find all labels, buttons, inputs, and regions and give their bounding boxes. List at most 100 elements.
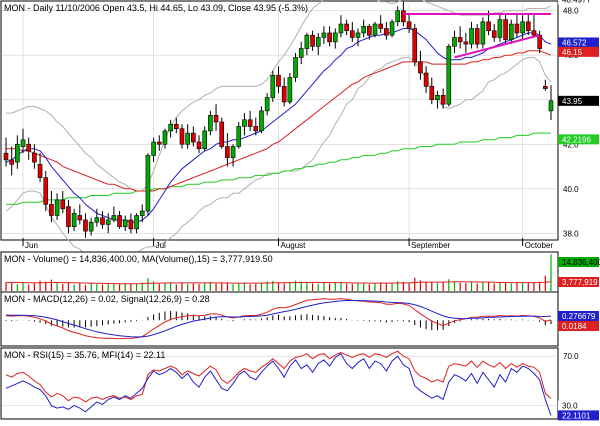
candle-body: [259, 110, 264, 132]
candle-body: [122, 219, 128, 227]
price-tick-label: 40.0: [563, 185, 579, 194]
candle-body: [185, 132, 190, 145]
candle-body: [457, 37, 463, 43]
candle-body: [83, 219, 88, 232]
candle-body: [236, 126, 242, 147]
candle-body: [287, 77, 293, 103]
candle-body: [497, 19, 503, 38]
price-tick-label: 42.0: [563, 140, 579, 149]
candle-body: [156, 141, 162, 145]
candle-body: [151, 141, 156, 156]
candle-body: [134, 215, 139, 230]
candle-body: [60, 199, 66, 210]
candle-body: [54, 199, 60, 216]
price-value-label: 46.15: [562, 48, 583, 57]
month-label: September: [411, 241, 450, 250]
candle-body: [43, 177, 49, 205]
candle-body: [395, 10, 401, 23]
candle-body: [304, 34, 310, 49]
price-value-label: 46.572: [562, 38, 587, 47]
macd-signal-line: [5, 300, 552, 338]
candle-body: [474, 28, 480, 45]
rsi-value-label-bg: [558, 400, 599, 411]
price-value-label-bg: [558, 0, 599, 5]
rsi-axis: 70.0: [2, 352, 579, 406]
price-panel-frame: [0, 0, 559, 241]
candle-body: [105, 219, 111, 225]
candle-body: [543, 86, 548, 89]
candle-body: [338, 23, 344, 34]
candle-body: [117, 215, 122, 227]
candle-body: [531, 30, 537, 36]
candle-body: [389, 21, 395, 36]
volume-panel: 14,836,400 3,777,919 MON - Volume() = 14,…: [0, 251, 600, 293]
candle-body: [253, 126, 259, 132]
candle-body: [418, 61, 423, 74]
candle-body: [508, 23, 514, 40]
month-label: August: [281, 241, 307, 250]
rsi-tick-label: 70.0: [563, 352, 579, 361]
macd-value-label-bg: [558, 321, 599, 331]
candle-body: [350, 30, 355, 38]
candle-body: [20, 139, 26, 147]
price-value-label: 43.95: [562, 97, 583, 106]
candle-body: [100, 217, 105, 225]
rsi-value-label-bg: [558, 410, 599, 421]
candle-body: [293, 57, 298, 78]
candle-body: [423, 72, 429, 87]
mfi-line: [5, 352, 552, 416]
candle-body: [9, 159, 14, 165]
price-panel: 38.040.042.044.046.048.0JunJulAugustSept…: [0, 0, 599, 263]
macd-value-label: 0.276679: [562, 312, 596, 321]
bollinger-upper-line: [6, 0, 552, 192]
rsi-panel: 70.0 30.022.1101 MON - RSI(15) = 35.76, …: [0, 347, 599, 421]
candle-body: [196, 141, 202, 150]
rsi-value-label: 30.0: [562, 402, 578, 411]
volume-title: MON - Volume() = 14,836,400.00, MA(Volum…: [4, 254, 273, 264]
candle-body: [128, 219, 134, 230]
candle-body: [327, 32, 332, 43]
candle-body: [247, 119, 253, 127]
macd-value-label: 0.0184: [562, 322, 587, 331]
candle-body: [111, 215, 117, 221]
price-value-label-bg: [558, 46, 599, 57]
candlesticks: [3, 1, 554, 238]
candle-body: [446, 46, 452, 105]
candle-body: [298, 48, 304, 58]
candle-body: [202, 130, 207, 150]
candle-body: [219, 121, 225, 147]
candle-body: [174, 123, 179, 129]
candle-body: [310, 34, 315, 47]
rsi-right-labels: 30.022.1101: [558, 400, 599, 421]
trendline: [454, 34, 540, 59]
candle-body: [429, 86, 435, 101]
macd-value-label-bg: [558, 311, 599, 321]
candle-body: [548, 100, 554, 112]
candle-body: [469, 28, 474, 45]
candle-body: [179, 128, 185, 145]
candle-body: [225, 146, 230, 158]
candle-body: [94, 217, 100, 223]
candle-body: [139, 210, 145, 216]
candle-body: [480, 21, 486, 45]
candle-body: [486, 21, 491, 32]
macd-line: [5, 298, 552, 340]
candle-body: [264, 97, 270, 112]
candle-body: [514, 23, 520, 34]
macd-lines: [5, 298, 552, 340]
candle-body: [162, 130, 168, 145]
candle-body: [344, 23, 349, 32]
candle-body: [145, 155, 151, 212]
candle-body: [503, 19, 508, 40]
volume-ma-line: [6, 281, 552, 285]
price-value-label-bg: [558, 134, 599, 145]
rsi-panel-frame: [0, 347, 559, 420]
candle-body: [378, 23, 383, 29]
candle-body: [361, 25, 366, 34]
candle-body: [332, 32, 338, 43]
candle-body: [452, 37, 457, 47]
candle-body: [15, 143, 20, 163]
candle-body: [321, 32, 327, 38]
candle-body: [71, 212, 77, 227]
price-value-label-bg: [558, 37, 599, 48]
